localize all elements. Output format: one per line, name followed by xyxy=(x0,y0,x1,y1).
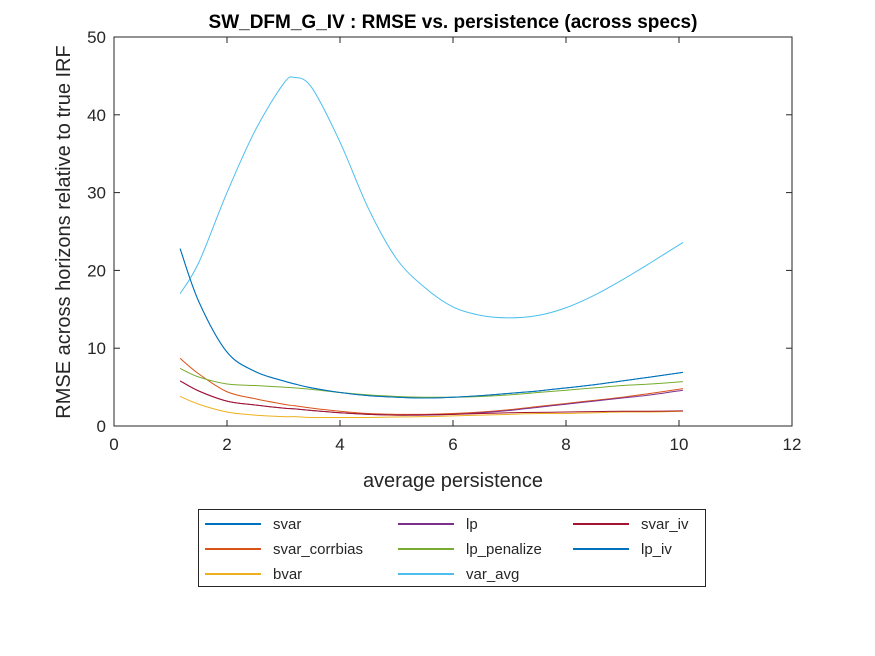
x-tick-label: 4 xyxy=(335,435,344,454)
legend-swatch xyxy=(398,548,454,550)
legend-swatch xyxy=(398,523,454,525)
series-line-lp-iv xyxy=(179,248,684,399)
x-tick-label: 6 xyxy=(448,435,457,454)
legend-label: lp_penalize xyxy=(466,540,542,558)
legend-label: svar xyxy=(273,515,302,533)
series-line-bvar xyxy=(179,395,683,418)
legend-swatch xyxy=(573,523,629,525)
x-tick-label: 2 xyxy=(222,435,231,454)
legend-swatch xyxy=(205,523,261,525)
legend-swatch xyxy=(573,548,629,550)
legend-swatch xyxy=(398,573,454,575)
chart-title: SW_DFM_G_IV : RMSE vs. persistence (acro… xyxy=(209,12,698,33)
y-tick-label: 0 xyxy=(97,417,106,436)
x-tick-label: 10 xyxy=(670,435,689,454)
legend-label: svar_iv xyxy=(641,515,689,533)
legend-label: lp xyxy=(466,515,478,533)
legend-item-var-avg: var_avg xyxy=(392,564,519,584)
series-line-svar-iv xyxy=(179,380,683,416)
series-line-svar-corrbias xyxy=(179,357,684,415)
x-tick-label: 8 xyxy=(561,435,570,454)
legend-swatch xyxy=(205,548,261,550)
legend-item-bvar: bvar xyxy=(199,564,302,584)
legend-label: bvar xyxy=(273,565,303,583)
y-tick-label: 30 xyxy=(87,184,106,203)
plot-area: 0 2 4 6 8 10 12 0 10 20 30 40 50 xyxy=(87,28,801,454)
series-line-var-avg xyxy=(179,76,684,319)
legend-item-svar: svar xyxy=(199,514,301,534)
y-tick-label: 50 xyxy=(87,28,106,47)
x-axis-label: average persistence xyxy=(363,470,543,492)
y-tick-label: 10 xyxy=(87,339,106,358)
legend-label: svar_corrbias xyxy=(273,540,364,558)
y-tick-label: 40 xyxy=(87,106,106,125)
legend-item-svar-corrbias: svar_corrbias xyxy=(199,539,363,559)
y-axis-label: RMSE across horizons relative to true IR… xyxy=(53,45,75,418)
legend-item-lp-iv: lp_iv xyxy=(567,539,672,559)
legend-item-svar-iv: svar_iv xyxy=(567,514,689,534)
legend-label: var_avg xyxy=(466,565,520,583)
series-line-lp-penalize xyxy=(179,367,683,398)
plot-frame xyxy=(113,36,793,427)
legend-item-lp: lp xyxy=(392,514,478,534)
legend-swatch xyxy=(205,573,261,575)
x-tick-label: 12 xyxy=(783,435,802,454)
x-tick-label: 0 xyxy=(109,435,118,454)
legend-label: lp_iv xyxy=(641,540,672,558)
legend-item-lp-penalize: lp_penalize xyxy=(392,539,542,559)
y-tick-label: 20 xyxy=(87,261,106,280)
